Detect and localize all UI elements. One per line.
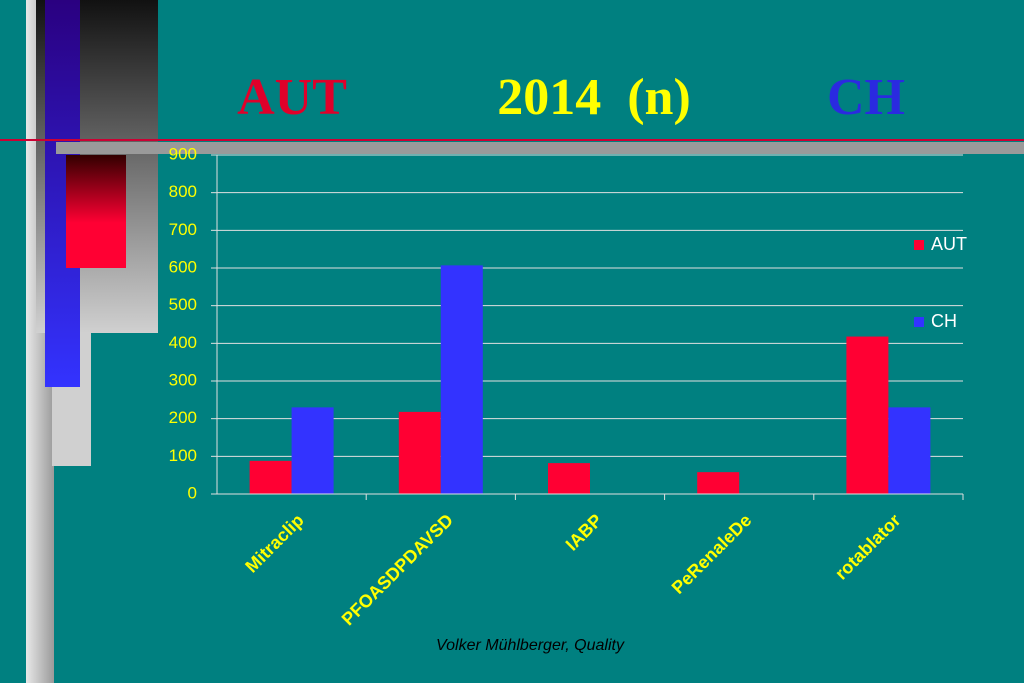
- legend-label: CH: [931, 311, 957, 331]
- y-tick-label: 100: [169, 446, 197, 465]
- bar: [398, 411, 441, 494]
- bar: [846, 336, 889, 494]
- bar: [548, 463, 590, 494]
- y-tick-label: 0: [188, 483, 197, 502]
- bar: [888, 407, 931, 494]
- chart-title: 2014 (n): [497, 69, 691, 126]
- x-tick-label: IABP: [562, 510, 607, 555]
- y-tick-label: 700: [169, 220, 197, 239]
- footer: Volker Mühlberger, Quality: [436, 637, 625, 654]
- y-tick-label: 300: [169, 370, 197, 389]
- y-tick-label: 600: [169, 257, 197, 276]
- y-tick-label: 500: [169, 295, 197, 314]
- y-tick-label: 900: [169, 144, 197, 163]
- bar: [697, 472, 740, 494]
- title-left: AUT: [237, 69, 347, 126]
- legend-label: AUT: [931, 234, 967, 254]
- x-tick-label: PFOASDPDAVSD: [338, 510, 457, 629]
- x-tick-label: PeRenaleDe: [668, 510, 756, 598]
- title-right: CH: [827, 69, 905, 126]
- bar: [249, 460, 292, 494]
- bar: [440, 265, 483, 494]
- decor: [66, 155, 126, 268]
- y-tick-label: 800: [169, 182, 197, 201]
- legend-swatch: [914, 240, 924, 250]
- decor: [56, 142, 1024, 154]
- bar: [291, 407, 334, 494]
- y-tick-label: 400: [169, 333, 197, 352]
- y-tick-label: 200: [169, 408, 197, 427]
- x-tick-label: rotablator: [831, 510, 905, 584]
- legend-swatch: [914, 317, 924, 327]
- x-tick-label: Mitraclip: [241, 510, 307, 576]
